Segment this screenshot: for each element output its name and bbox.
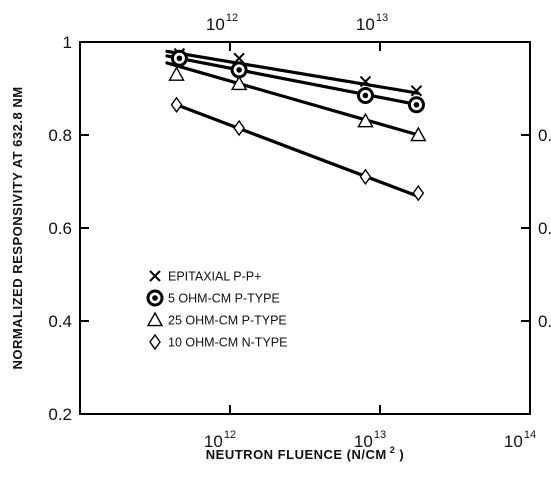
point-series-0-1-b xyxy=(233,52,245,64)
point-series-1-2-dot xyxy=(362,92,369,99)
plot-frame-group xyxy=(79,41,531,415)
point-series-0-1 xyxy=(233,52,245,64)
point-series-1-3 xyxy=(407,96,425,114)
fit-line-series-1 xyxy=(165,54,420,107)
y-tick-label-2: 0.6 xyxy=(48,219,72,238)
fit-line-series-3 xyxy=(174,103,420,198)
legend: EPITAXIAL P-P+ 5 OHM-CM P-TYPE 25 OHM-CM P… xyxy=(146,270,287,351)
legend-label-2: 25 OHM-CM P-TYPE xyxy=(168,314,287,328)
x-tick-top-base-1: 10 xyxy=(356,15,375,34)
x-tick-top-base-0: 10 xyxy=(206,15,225,34)
point-series-2-2 xyxy=(357,112,374,128)
point-series-1-0-dot xyxy=(176,55,183,62)
x-tick-bottom-exp-1: 13 xyxy=(374,429,386,441)
x-tick-bottom-label-0: 1012 xyxy=(204,429,236,451)
point-series-0-2 xyxy=(359,75,372,88)
point-series-2-0 xyxy=(168,66,185,81)
point-series-2-1 xyxy=(230,75,248,91)
legend-label-1: 5 OHM-CM P-TYPE xyxy=(168,292,280,306)
x-axis-title-end: ) xyxy=(395,447,404,462)
x-tick-top-exp-1: 13 xyxy=(376,12,388,24)
y-tick-label-1: 0.4 xyxy=(48,312,72,331)
point-series-0-3-b xyxy=(410,85,423,97)
right-axis-label-0: 0. xyxy=(538,126,551,145)
x-axis-title-sup: 2 xyxy=(390,445,396,455)
legend-marker-1-dot xyxy=(152,295,158,301)
point-series-1-1 xyxy=(230,61,248,79)
point-series-3-1 xyxy=(233,119,245,137)
plot-frame xyxy=(79,41,531,415)
point-series-1-3-dot xyxy=(413,101,420,108)
fit-lines xyxy=(165,49,420,198)
right-axis-label-2: 0. xyxy=(538,312,551,331)
point-series-1-0 xyxy=(170,49,188,67)
x-tick-top-exp-0: 12 xyxy=(226,12,238,24)
y-tick-label-4: 1 xyxy=(63,33,72,52)
x-tick-bottom-base-0: 10 xyxy=(204,432,223,451)
y-tick-label-3: 0.8 xyxy=(48,126,72,145)
y-axis-title: NORMALIZED RESPONSIVITY AT 632.8 NM xyxy=(10,86,25,369)
point-series-1-1-dot xyxy=(236,67,242,73)
axis-ticks xyxy=(80,41,530,415)
point-series-3-2 xyxy=(359,168,372,186)
data-markers xyxy=(168,47,427,202)
x-axis-title: NEUTRON FLUENCE (N/CM 2 ) xyxy=(206,445,404,462)
fit-line-series-0 xyxy=(165,49,420,95)
legend-label-3: 10 OHM-CM N-TYPE xyxy=(168,336,287,350)
x-tick-bottom-label-2: 1014 xyxy=(504,429,536,451)
legend-marker-2 xyxy=(146,311,164,327)
legend-label-0: EPITAXIAL P-P+ xyxy=(168,270,261,284)
x-tick-top-label-1: 1013 xyxy=(356,12,388,34)
legend-marker-0-b xyxy=(149,270,161,282)
x-tick-bottom-exp-0: 12 xyxy=(224,429,236,441)
point-series-0-3 xyxy=(410,85,423,97)
right-axis-label-1: 0. xyxy=(538,219,551,238)
legend-marker-0 xyxy=(149,270,161,282)
point-series-0-2-b xyxy=(359,75,372,88)
x-tick-bottom-base-2: 10 xyxy=(504,432,523,451)
point-series-3-0 xyxy=(170,96,183,113)
point-series-1-2 xyxy=(356,86,374,104)
x-tick-bottom-exp-2: 14 xyxy=(524,429,536,441)
x-tick-bottom-label-1: 1013 xyxy=(354,429,386,451)
y-tick-label-0: 0.2 xyxy=(48,405,72,424)
legend-marker-3 xyxy=(149,333,161,351)
x-tick-top-label-0: 1012 xyxy=(206,12,238,34)
point-series-3-3 xyxy=(412,184,425,202)
legend-marker-1 xyxy=(146,289,164,307)
fit-line-series-2 xyxy=(165,61,420,137)
x-axis-title-main: NEUTRON FLUENCE (N/CM xyxy=(206,447,387,462)
point-series-2-3 xyxy=(410,126,427,142)
x-tick-bottom-base-1: 10 xyxy=(354,432,373,451)
